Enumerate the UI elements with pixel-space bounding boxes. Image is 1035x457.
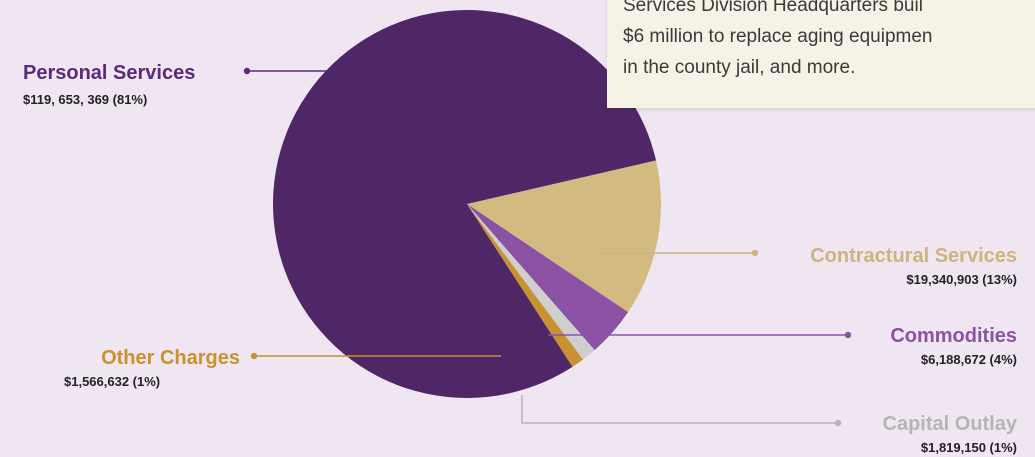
leader-line-capital-outlay (521, 395, 838, 424)
callout-line-1: Services Division Headquarters buil (623, 0, 923, 16)
slice-label-commodities: Commodities (890, 325, 1017, 347)
slice-label-capital-outlay: Capital Outlay (883, 413, 1018, 435)
leader-dot-commodities (844, 331, 852, 339)
pie-slices (273, 9, 662, 398)
slice-label-other-charges: Other Charges (101, 347, 240, 369)
pie-slice-contractural-services (467, 160, 662, 313)
pie-slice-personal-services (273, 9, 657, 398)
pie-slice-commodities (467, 204, 629, 351)
slice-labels: Personal Services $119, 653, 369 (81%) Con… (23, 62, 1018, 455)
leader-dot-capital-outlay (834, 419, 842, 427)
slice-label-contractural-services: Contractural Services (810, 245, 1017, 267)
pie-slice-capital-outlay (467, 204, 595, 360)
leader-lines (243, 67, 852, 427)
leader-dot-contractural-services (751, 249, 759, 257)
slice-label-personal-services: Personal Services (23, 62, 195, 84)
slice-value-capital-outlay: $1,819,150 (1%) (921, 440, 1017, 455)
slice-value-other-charges: $1,566,632 (1%) (64, 374, 160, 389)
slice-value-personal-services: $119, 653, 369 (81%) (23, 92, 147, 107)
slice-value-contractural-services: $19,340,903 (13%) (906, 272, 1017, 287)
callout-line-2: $6 million to replace aging equipmen (623, 26, 933, 47)
callout-line-3: in the county jail, and more. (623, 57, 856, 78)
pie-slice-other-charges (467, 204, 584, 367)
slice-value-commodities: $6,188,672 (4%) (921, 352, 1017, 367)
leader-dot-other-charges (250, 352, 258, 360)
leader-dot-personal-services (243, 67, 251, 75)
callout-box: Services Division Headquarters buil $6 m… (607, 0, 1035, 108)
